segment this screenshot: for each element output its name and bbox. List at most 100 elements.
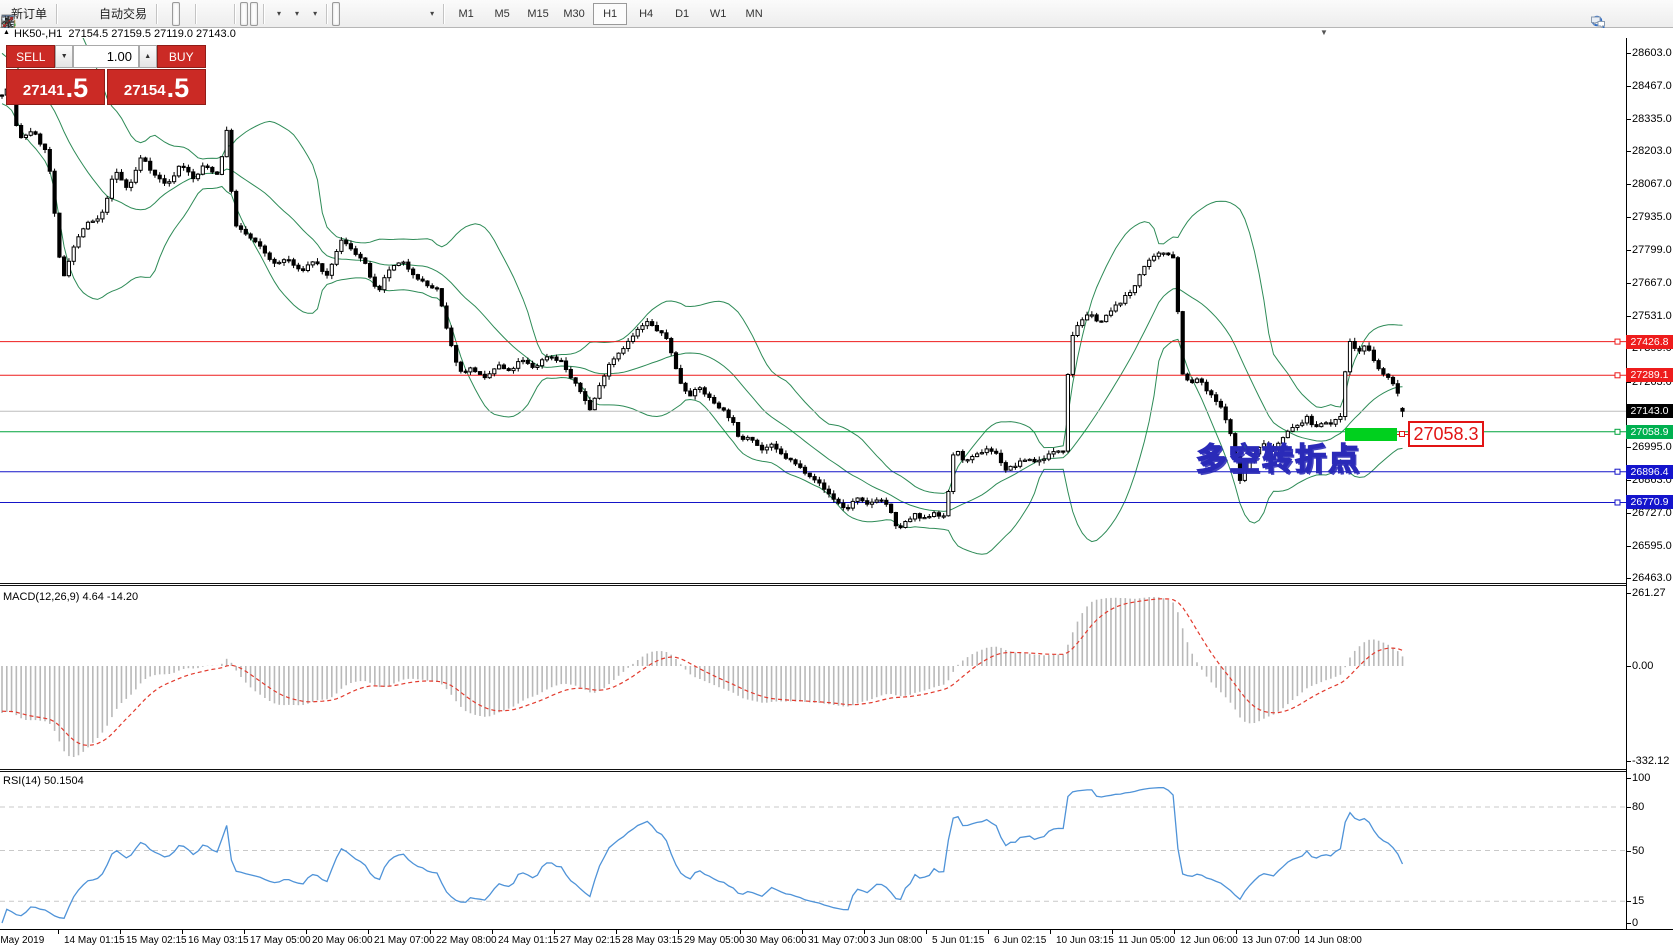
timeframe-w1-button[interactable]: W1 xyxy=(709,7,727,20)
line-handle[interactable] xyxy=(1614,338,1621,345)
rsi-axis-label: 50 xyxy=(1632,844,1645,857)
candlestick-button[interactable] xyxy=(2,1,181,28)
line-handle[interactable] xyxy=(1614,468,1621,475)
time-tick-mark xyxy=(1174,930,1175,934)
channel-button[interactable]: E xyxy=(1,2,390,30)
dropdown-arrow-icon[interactable]: ▾ xyxy=(295,9,300,18)
trendline-button[interactable] xyxy=(2,2,380,27)
timeframe-d1-button[interactable]: D1 xyxy=(675,7,690,20)
bar-chart-button[interactable] xyxy=(2,2,170,27)
line-chart-button[interactable] xyxy=(1,2,190,28)
toolbar-separator xyxy=(263,3,265,24)
text-button[interactable]: A xyxy=(4,2,410,29)
macd-panel[interactable] xyxy=(0,586,1626,769)
current-price-tag: 27143.0 xyxy=(1626,404,1673,419)
price-tick-label: 28067.0 xyxy=(1632,178,1672,191)
axis-tick-mark xyxy=(1627,479,1631,481)
tile-windows-button[interactable] xyxy=(1,2,229,28)
axis-tick-mark xyxy=(1627,184,1631,186)
rsi-panel[interactable] xyxy=(0,772,1626,929)
timeframe-m1-button[interactable]: M1 xyxy=(458,7,474,20)
line-handle[interactable] xyxy=(1614,428,1621,435)
volume-decrease-button[interactable]: ▼ xyxy=(55,45,73,68)
cursor-button[interactable] xyxy=(5,1,341,28)
volume-increase-button[interactable]: ▲ xyxy=(139,45,157,68)
community-button[interactable] xyxy=(1591,2,1617,30)
axis-tick-mark xyxy=(1627,86,1631,88)
timeframe-mn-button[interactable]: MN xyxy=(745,7,763,20)
dropdown-arrow-icon[interactable]: ▾ xyxy=(430,9,435,18)
fibonacci-button[interactable]: F xyxy=(2,2,400,30)
axis-tick-mark xyxy=(1627,315,1631,317)
signals-button[interactable] xyxy=(1,2,90,28)
axis-tick-mark xyxy=(1627,53,1631,54)
macd-axis-label: 261.27 xyxy=(1632,586,1666,599)
sell-price-box[interactable]: 27141 .5 xyxy=(6,69,105,105)
crosshair-button[interactable] xyxy=(2,2,350,28)
toolbar-separator xyxy=(326,3,328,24)
rsi-line xyxy=(1,787,1404,924)
time-axis-label: 11 Jun 05:00 xyxy=(1118,935,1176,946)
time-tick-mark xyxy=(926,930,927,934)
time-tick-mark xyxy=(1050,930,1051,934)
time-tick-mark xyxy=(306,930,307,934)
timeframe-m15-button[interactable]: M15 xyxy=(527,7,549,20)
price-tick-label: 28603.0 xyxy=(1632,47,1672,59)
sell-price-fraction: .5 xyxy=(65,73,89,103)
templates-button[interactable]: ▾ xyxy=(1,2,321,27)
vertical-line-button[interactable] xyxy=(7,2,360,28)
time-axis-label: 5 Jun 01:15 xyxy=(932,935,985,946)
main-price-chart[interactable] xyxy=(0,38,1626,583)
time-tick-mark xyxy=(1298,930,1299,934)
sell-button[interactable]: SELL xyxy=(6,45,56,68)
turning-point-highlight-bar[interactable] xyxy=(1345,428,1397,441)
buy-price-box[interactable]: 27154 .5 xyxy=(107,69,206,105)
toolbar: 新订单 自动交易 ▾ ▾ ▾ E F A T ▾ M1 M5 M15 M30 H1 H4 D1 W1 MN xyxy=(0,0,1673,30)
axis-tick-mark xyxy=(1627,923,1631,924)
line-handle[interactable] xyxy=(1614,372,1621,379)
arrows-button[interactable]: ▾ xyxy=(3,2,438,27)
zoom-in-button[interactable] xyxy=(2,2,209,29)
time-tick-mark xyxy=(244,930,245,934)
autotrade-button[interactable]: 自动交易 xyxy=(0,2,151,28)
collapse-triangle-icon[interactable]: ▲ xyxy=(3,29,10,36)
panel-separator[interactable] xyxy=(0,583,1626,586)
indicators-button[interactable]: ▾ xyxy=(1,2,285,28)
turning-point-annotation[interactable]: 多空转折点 xyxy=(1195,441,1361,477)
volume-input[interactable] xyxy=(73,45,139,68)
styler-button[interactable] xyxy=(2,2,70,28)
panel-separator[interactable] xyxy=(0,769,1626,772)
price-tick-label: 27935.0 xyxy=(1632,210,1672,223)
rsi-axis-label: 0 xyxy=(1632,917,1639,929)
timeframe-m5-button[interactable]: M5 xyxy=(494,7,510,20)
timeframe-m30-button[interactable]: M30 xyxy=(563,7,585,20)
timeframe-h1-button[interactable]: H1 xyxy=(593,2,628,25)
horizontal-line-button[interactable] xyxy=(2,2,370,26)
zoom-out-button[interactable] xyxy=(2,2,219,29)
axis-tick-mark xyxy=(1627,282,1631,284)
axis-tick-mark xyxy=(1627,118,1631,120)
callout-handle[interactable] xyxy=(1399,431,1405,437)
auto-scroll-button[interactable] xyxy=(1,1,249,27)
time-axis-label: 13 Jun 07:00 xyxy=(1242,935,1300,946)
periods-button[interactable]: ▾ xyxy=(1,2,303,28)
buy-button[interactable]: BUY xyxy=(156,45,206,68)
chart-shift-marker-icon[interactable]: ▼ xyxy=(1320,28,1328,37)
level-price-tag: 26770.9 xyxy=(1626,495,1673,510)
time-tick-mark xyxy=(430,930,431,934)
price-tick-label: 28467.0 xyxy=(1632,80,1672,93)
time-axis-label: 21 May 07:00 xyxy=(374,935,435,946)
level-price-tag: 26896.4 xyxy=(1626,464,1673,479)
sell-price-main: 27141 xyxy=(22,82,65,99)
timeframe-h4-button[interactable]: H4 xyxy=(639,7,654,20)
experts-button[interactable] xyxy=(1,2,80,27)
time-axis-label: 27 May 02:15 xyxy=(560,935,621,946)
price-callout-label[interactable]: 27058.3 xyxy=(1408,421,1484,447)
dropdown-arrow-icon[interactable]: ▾ xyxy=(277,9,282,18)
chart-shift-button[interactable] xyxy=(1,1,259,27)
label-button[interactable]: T xyxy=(1,2,420,28)
line-handle[interactable] xyxy=(1614,499,1621,506)
dropdown-arrow-icon[interactable]: ▾ xyxy=(313,9,318,18)
time-axis-label: 10 Jun 03:15 xyxy=(1056,935,1114,946)
